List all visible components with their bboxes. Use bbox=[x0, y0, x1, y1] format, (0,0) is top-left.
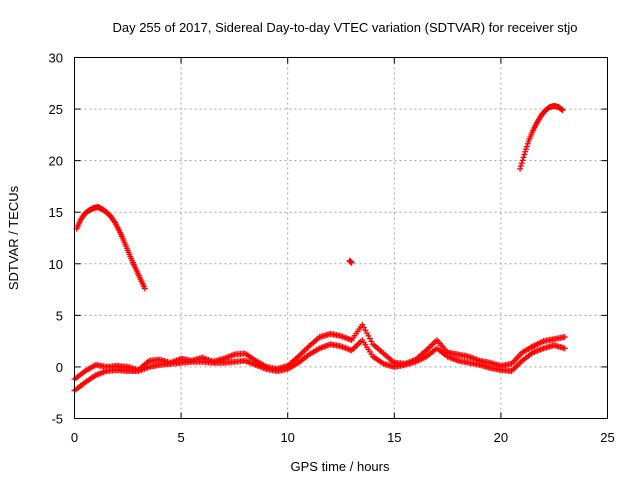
x-tick-label: 20 bbox=[494, 430, 508, 445]
y-axis-label: SDTVAR / TECUs bbox=[6, 185, 21, 290]
data-point bbox=[522, 148, 529, 155]
y-tick-label: 30 bbox=[49, 51, 63, 66]
y-tick-label: -5 bbox=[51, 412, 63, 427]
data-point bbox=[348, 259, 355, 266]
data-point bbox=[524, 140, 531, 147]
series-isolated-point bbox=[346, 257, 355, 266]
chart-title: Day 255 of 2017, Sidereal Day-to-day VTE… bbox=[112, 20, 577, 35]
data-point bbox=[521, 151, 528, 158]
data-point bbox=[517, 165, 524, 172]
data-point bbox=[520, 154, 527, 161]
y-tick-label: 25 bbox=[49, 102, 63, 117]
y-tick-label: 5 bbox=[56, 308, 63, 323]
data-point bbox=[561, 345, 568, 352]
data-point bbox=[518, 160, 525, 167]
x-tick-label: 5 bbox=[177, 430, 184, 445]
series-track-a bbox=[71, 321, 568, 383]
x-tick-labels: 0 5 10 15 20 25 bbox=[71, 430, 615, 445]
data-point bbox=[523, 146, 530, 153]
series-high-arc-early bbox=[73, 204, 148, 292]
x-tick-label: 10 bbox=[280, 430, 294, 445]
y-tick-labels: -5 0 5 10 15 20 25 30 bbox=[49, 51, 63, 427]
data-points bbox=[71, 102, 568, 394]
data-point bbox=[519, 157, 526, 164]
x-axis-label: GPS time / hours bbox=[291, 459, 390, 474]
plot-frame bbox=[74, 57, 608, 419]
data-point bbox=[517, 163, 524, 170]
x-tick-label: 0 bbox=[71, 430, 78, 445]
data-point bbox=[561, 334, 568, 341]
x-tick-label: 15 bbox=[387, 430, 401, 445]
series-track-b bbox=[71, 337, 568, 394]
y-tick-label: 10 bbox=[49, 257, 63, 272]
x-tick-label: 25 bbox=[600, 430, 614, 445]
axis-ticks bbox=[74, 57, 608, 419]
y-tick-label: 15 bbox=[49, 205, 63, 220]
data-point bbox=[141, 285, 148, 292]
y-tick-label: 0 bbox=[56, 360, 63, 375]
data-point bbox=[523, 143, 530, 150]
grid-lines bbox=[74, 57, 608, 419]
data-point bbox=[559, 107, 566, 114]
data-point bbox=[558, 106, 565, 113]
y-tick-label: 20 bbox=[49, 154, 63, 169]
series-high-arc-late bbox=[517, 102, 566, 172]
